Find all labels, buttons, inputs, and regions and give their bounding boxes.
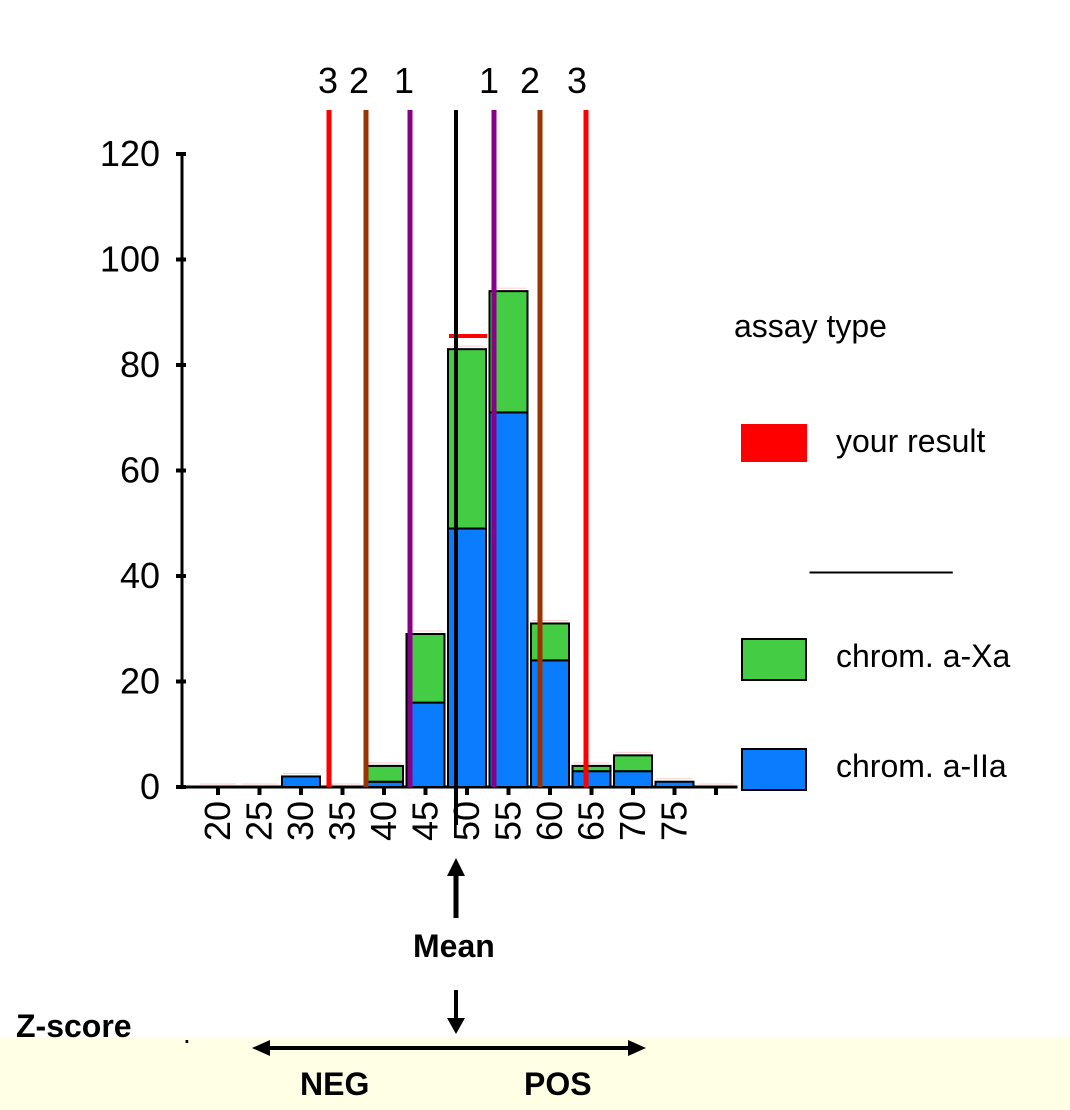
x-tick-label: 65 xyxy=(571,801,612,841)
bar-segment-a-xa xyxy=(571,764,612,773)
bar-segment-a-iia xyxy=(654,780,695,788)
x-tick-label: 45 xyxy=(405,801,446,841)
y-tick-label: 0 xyxy=(140,766,160,807)
down-arrow-head xyxy=(447,1018,465,1034)
x-tick-label: 40 xyxy=(363,801,404,841)
pos-label: POS xyxy=(524,1066,592,1102)
y-tick-label: 40 xyxy=(120,555,160,596)
legend-title: assay type xyxy=(734,308,887,344)
legend-separator: ________ xyxy=(810,538,953,574)
bar-segment-a-xa xyxy=(530,622,570,662)
zscore-line-label: 3 xyxy=(567,60,587,101)
y-tick-label: 80 xyxy=(120,344,160,385)
bar-segment-a-xa xyxy=(447,348,487,530)
legend-swatch-chrom-a-xa xyxy=(741,638,807,681)
x-tick-label: 50 xyxy=(446,801,487,841)
zscore-label: Z-score xyxy=(16,1008,132,1044)
legend-label-your-result: your result xyxy=(836,423,986,459)
zscore-arrow-left xyxy=(252,1040,270,1056)
x-tick-label: 55 xyxy=(488,801,529,841)
legend-swatch-chrom-a-iia xyxy=(741,748,807,791)
bar-segment-a-iia xyxy=(613,770,653,788)
zscore-line-label: 2 xyxy=(520,60,540,101)
mean-arrow-head xyxy=(447,858,465,876)
zscore-line-label: 2 xyxy=(349,60,369,101)
x-tick-label: 75 xyxy=(654,801,695,841)
y-tick-label: 60 xyxy=(120,450,160,491)
zscore-arrow-right xyxy=(628,1040,646,1056)
zscore-line-label: 3 xyxy=(318,60,338,101)
bar-segment-a-iia xyxy=(281,775,321,789)
x-tick-label: 30 xyxy=(280,801,321,841)
zscore-dot: . xyxy=(183,1018,191,1049)
bar-segment-a-xa xyxy=(364,764,404,783)
x-tick-label: 35 xyxy=(322,801,363,841)
legend-swatch-your-result xyxy=(741,424,807,462)
x-tick-label: 70 xyxy=(612,801,653,841)
bar-segment-a-iia xyxy=(571,770,612,788)
y-tick-label: 100 xyxy=(100,239,160,280)
bar-segment-a-xa xyxy=(613,754,653,773)
legend-label-chrom-a-iia: chrom. a-IIa xyxy=(836,748,1007,784)
zscore-line-label: 1 xyxy=(479,60,499,101)
neg-label: NEG xyxy=(300,1066,370,1102)
x-tick-label: 60 xyxy=(529,801,570,841)
y-tick-label: 20 xyxy=(120,661,160,702)
mean-label: Mean xyxy=(413,928,495,964)
zscore-line-label: 1 xyxy=(394,60,414,101)
bar-segment-a-xa xyxy=(405,633,446,704)
bar-segment-a-iia xyxy=(530,659,570,789)
y-tick-label: 120 xyxy=(100,133,160,174)
x-tick-label: 20 xyxy=(197,801,238,841)
legend-label-chrom-a-xa: chrom. a-Xa xyxy=(836,638,1011,674)
x-tick-label: 25 xyxy=(239,801,280,841)
bar-segment-a-iia xyxy=(447,527,487,789)
